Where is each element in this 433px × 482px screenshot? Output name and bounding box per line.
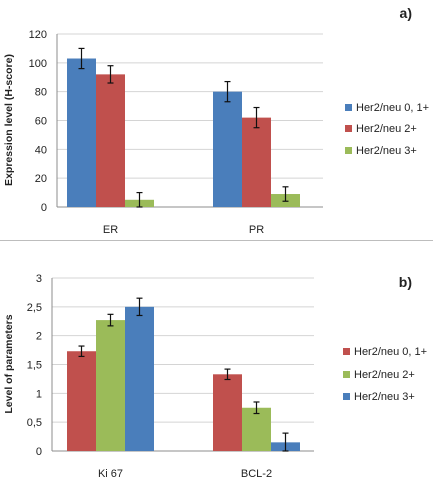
y-tick-label: 100 — [29, 58, 47, 70]
legend-label: Her2/neu 3+ — [354, 391, 415, 403]
y-tick-label: 20 — [35, 173, 47, 185]
y-tick-label: 1 — [36, 388, 42, 400]
bar — [213, 374, 242, 451]
y-tick-label: 2,5 — [27, 302, 42, 314]
x-tick-label: ER — [103, 224, 118, 236]
y-tick-label: 3 — [36, 273, 42, 285]
legend-label: Her2/neu 2+ — [354, 369, 415, 381]
bar — [242, 117, 271, 207]
plot-area-b: 0 0,5 1 1,5 2 2,5 3 Ki 67 BCL-2 — [27, 273, 314, 480]
y-axis-label-b: Level of parameters — [3, 314, 15, 413]
bar — [67, 351, 96, 451]
y-tick-label: 60 — [35, 116, 47, 128]
legend-b: Her2/neu 0, 1+ Her2/neu 2+ Her2/neu 3+ — [343, 346, 427, 403]
chart-b-level-of-parameters: b) Level of parameters 0 0,5 1 1,5 2 2,5 3 Ki 6… — [3, 273, 427, 480]
legend-label: Her2/neu 2+ — [356, 123, 417, 135]
panel-label-b: b) — [399, 274, 412, 290]
legend-label: Her2/neu 3+ — [356, 145, 417, 157]
y-tick-label: 120 — [29, 29, 47, 41]
bar — [96, 74, 125, 207]
legend-swatch — [345, 104, 352, 111]
y-tick-label: 1,5 — [27, 360, 42, 372]
x-tick-label: PR — [249, 224, 264, 236]
y-tick-label: 0 — [36, 446, 42, 458]
bar — [67, 58, 96, 208]
y-tick-label: 80 — [35, 87, 47, 99]
legend-swatch — [345, 125, 352, 132]
chart-a-expression-level: a) Expression level (H-score) 0 20 40 60 80 1… — [3, 5, 429, 236]
legend-label: Her2/neu 0, 1+ — [354, 346, 427, 358]
bar — [242, 407, 271, 451]
legend-a: Her2/neu 0, 1+ Her2/neu 2+ Her2/neu 3+ — [345, 102, 429, 157]
panel-divider — [0, 240, 433, 241]
x-tick-label: BCL-2 — [241, 468, 272, 480]
y-axis-label-a: Expression level (H-score) — [3, 54, 15, 186]
y-tick-label: 0 — [41, 202, 47, 214]
x-tick-label: Ki 67 — [98, 468, 123, 480]
legend-label: Her2/neu 0, 1+ — [356, 102, 429, 114]
legend-swatch — [343, 348, 350, 355]
legend-swatch — [345, 147, 352, 154]
legend-swatch — [343, 393, 350, 400]
legend-swatch — [343, 371, 350, 378]
y-tick-label: 2 — [36, 331, 42, 343]
bar — [125, 306, 154, 451]
plot-area-a: 0 20 40 60 80 100 120 ER PR — [29, 29, 323, 236]
y-tick-label: 0,5 — [27, 417, 42, 429]
bar — [213, 91, 242, 207]
panel-label-a: a) — [400, 5, 412, 21]
y-tick-label: 40 — [35, 144, 47, 156]
bar — [96, 320, 125, 451]
